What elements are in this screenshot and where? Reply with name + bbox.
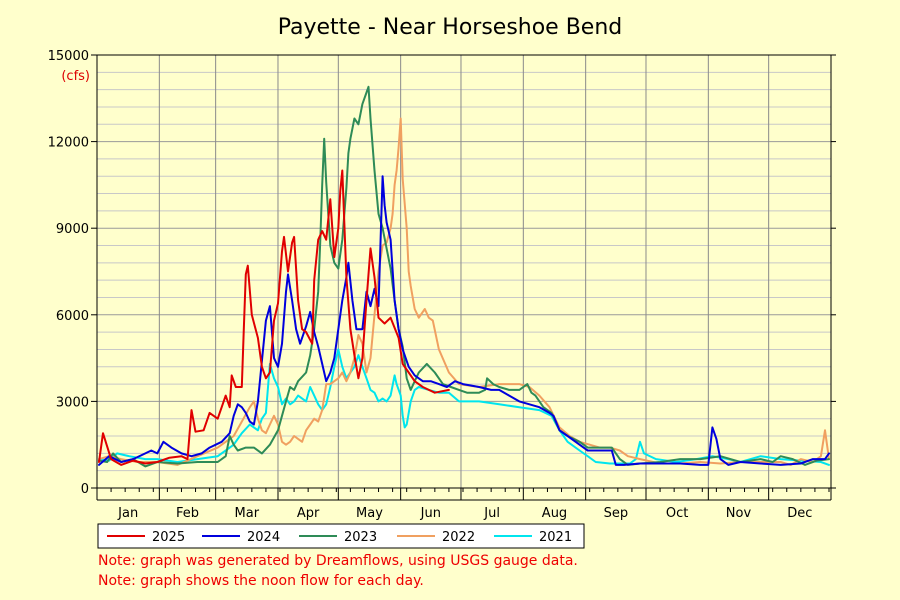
- legend-label-2022: 2022: [442, 530, 475, 545]
- y-tick-label: 3000: [56, 395, 89, 410]
- month-label: May: [356, 506, 383, 521]
- series-line-2025: [98, 169, 450, 466]
- y-tick-label: 15000: [48, 49, 89, 64]
- month-label: Sep: [604, 506, 629, 521]
- axes: Jan Feb Mar Apr May Jun Jul Aug Sep Oct Nov Dec 0 300…: [48, 49, 836, 521]
- month-label: Nov: [726, 506, 752, 521]
- series-line-2023: [98, 85, 830, 468]
- series-group: [98, 85, 830, 468]
- legend-label-2021: 2021: [539, 530, 572, 545]
- y-axis-unit: (cfs): [61, 69, 90, 84]
- month-label: Dec: [787, 506, 812, 521]
- legend: 2025 2024 2023 2022 2021: [97, 523, 585, 549]
- chart-title: Payette - Near Horseshoe Bend: [278, 15, 623, 40]
- month-label: Jun: [420, 506, 441, 521]
- month-label: Feb: [176, 506, 199, 521]
- plot-frame: [96, 54, 832, 489]
- y-tick-label: 12000: [48, 136, 89, 151]
- month-label: Oct: [666, 506, 688, 521]
- y-tick-label: 6000: [56, 309, 89, 324]
- note-source: Note: graph was generated by Dreamflows,…: [98, 553, 578, 569]
- month-label: Jan: [117, 506, 138, 521]
- y-tick-label: 0: [81, 482, 89, 497]
- note-noon-flow: Note: graph shows the noon flow for each…: [98, 573, 424, 589]
- legend-label-2023: 2023: [344, 530, 377, 545]
- legend-label-2025: 2025: [152, 530, 185, 545]
- month-label: Apr: [297, 506, 320, 521]
- month-label: Jul: [483, 506, 500, 521]
- legend-label-2024: 2024: [247, 530, 280, 545]
- month-label: Aug: [542, 506, 567, 521]
- y-tick-label: 9000: [56, 222, 89, 237]
- month-label: Mar: [235, 506, 260, 521]
